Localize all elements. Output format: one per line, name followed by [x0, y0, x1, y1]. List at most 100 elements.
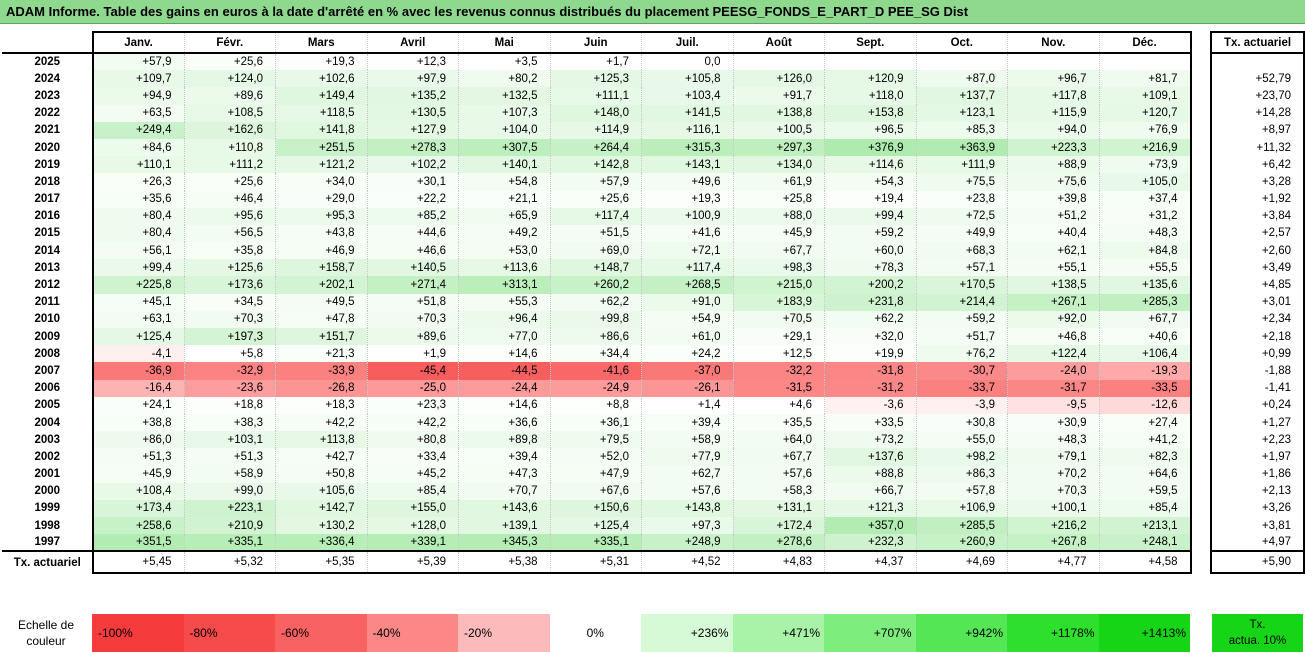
- gain-cell: +121,2: [275, 156, 367, 174]
- gain-cell: +25,6: [183, 53, 276, 71]
- month-header: Sept.: [824, 31, 916, 54]
- year-cell: 2024: [2, 70, 93, 88]
- gain-cell: +97,3: [641, 517, 733, 535]
- table-header-row: Janv. Févr. Mars Avril Mai Juin Juil. Août Sept.…: [2, 31, 1192, 54]
- gain-cell: +1,7: [549, 53, 642, 71]
- gain-cell: +67,7: [1098, 310, 1192, 328]
- gain-cell: +120,7: [1098, 104, 1192, 122]
- month-header: Avril: [366, 31, 459, 54]
- gain-cell: +106,9: [915, 499, 1008, 518]
- table-row: 2000 +108,4 +99,0 +105,6 +85,4 +70,7 +67,6 +57,…: [2, 482, 1192, 500]
- gain-cell: +55,1: [1007, 259, 1099, 277]
- year-cell: 1998: [2, 517, 93, 535]
- gain-cell: +130,5: [366, 104, 459, 122]
- gain-cell: -4,1: [91, 345, 184, 363]
- gain-cell: +70,3: [366, 310, 459, 328]
- gain-cell: +128,0: [366, 517, 459, 535]
- month-header: Mai: [458, 31, 550, 54]
- gain-cell: +77,9: [641, 448, 733, 466]
- gain-cell: +111,2: [183, 156, 276, 174]
- gain-cell: -19,3: [1098, 362, 1192, 380]
- table-row: +3,81: [1210, 517, 1305, 535]
- gain-cell: +62,7: [641, 465, 733, 483]
- gain-cell: +55,3: [458, 293, 550, 311]
- gain-cell: -41,6: [549, 362, 642, 380]
- gain-cell: +70,5: [732, 310, 825, 328]
- table-row: +11,32: [1210, 138, 1305, 157]
- gain-cell: +59,2: [915, 310, 1008, 328]
- gains-table: Janv. Févr. Mars Avril Mai Juin Juil. Août Sept.…: [2, 31, 1192, 575]
- gain-cell: +173,4: [91, 499, 184, 518]
- gain-cell: +105,8: [641, 70, 733, 88]
- annual-rate-cell: +3,49: [1210, 259, 1305, 277]
- year-cell: 2011: [2, 293, 93, 311]
- gain-cell: +113,8: [275, 431, 367, 449]
- table-row: -1,88: [1210, 362, 1305, 380]
- gain-cell: +258,6: [91, 517, 184, 535]
- annual-rate-header: Tx. actuariel: [1210, 31, 1305, 54]
- color-scale-cell: 0%: [549, 614, 641, 652]
- gain-cell: +264,4: [549, 138, 642, 157]
- gain-cell: +339,1: [366, 534, 459, 552]
- gain-cell: +216,9: [1098, 138, 1192, 157]
- gain-cell: +143,6: [458, 499, 550, 518]
- table-row: 2003 +86,0 +103,1 +113,8 +80,8 +89,8 +79,5 +58,…: [2, 431, 1192, 449]
- gain-cell: +80,2: [458, 70, 550, 88]
- gain-cell: -26,1: [641, 379, 733, 397]
- gain-cell: +232,3: [824, 534, 916, 552]
- gain-cell: +91,0: [641, 293, 733, 311]
- annual-rate-cell: [1210, 53, 1305, 71]
- gain-cell: -32,9: [183, 362, 276, 380]
- month-header: Juil.: [641, 31, 733, 54]
- year-cell: 2006: [2, 379, 93, 397]
- gain-cell: +278,3: [366, 138, 459, 157]
- gain-cell: +357,0: [824, 517, 916, 535]
- gain-cell: +138,8: [732, 104, 825, 122]
- gain-cell: +79,1: [1007, 448, 1099, 466]
- gain-cell: +215,0: [732, 276, 825, 294]
- gain-cell: +251,5: [275, 138, 367, 157]
- rate-summary-row: +5,90: [1210, 550, 1305, 575]
- gain-cell: +153,8: [824, 104, 916, 122]
- gain-cell: -23,6: [183, 379, 276, 397]
- gain-cell: +76,2: [915, 345, 1008, 363]
- year-cell: 2018: [2, 173, 93, 191]
- gain-cell: +46,4: [183, 190, 276, 208]
- year-cell: 2020: [2, 138, 93, 157]
- gain-cell: +49,5: [275, 293, 367, 311]
- gain-cell: +59,2: [824, 224, 916, 243]
- gain-cell: +140,5: [366, 259, 459, 277]
- gain-cell: +3,5: [458, 53, 550, 71]
- annual-rate-cell: +2,18: [1210, 328, 1305, 346]
- annual-rate-cell: -1,41: [1210, 379, 1305, 397]
- gain-cell: -36,9: [91, 362, 184, 380]
- monthly-rate-cell: +5,38: [458, 550, 550, 575]
- gain-cell: +315,3: [641, 138, 733, 157]
- year-cell: 2007: [2, 362, 93, 380]
- table-row: +3,28: [1210, 173, 1305, 191]
- gain-cell: +137,6: [824, 448, 916, 466]
- gain-cell: +109,1: [1098, 87, 1192, 105]
- gain-cell: +14,6: [458, 396, 550, 414]
- gain-cell: +139,1: [458, 517, 550, 535]
- gain-cell: +116,1: [641, 121, 733, 139]
- gain-cell: +72,1: [641, 242, 733, 260]
- gain-cell: [915, 53, 1008, 71]
- table-row: 2025 +57,9 +25,6 +19,3 +12,3 +3,5 +1,7 0,0: [2, 53, 1192, 71]
- gain-cell: +64,6: [1098, 465, 1192, 483]
- gain-cell: +60,0: [824, 242, 916, 260]
- annual-rate-cell: +1,27: [1210, 413, 1305, 432]
- gain-cell: +231,8: [824, 293, 916, 311]
- monthly-rate-cell: +5,45: [91, 550, 184, 575]
- color-scale-cell: +942%: [915, 614, 1007, 652]
- gain-cell: +118,5: [275, 104, 367, 122]
- table-row: 2015 +80,4 +56,5 +43,8 +44,6 +49,2 +51,5 +41,6 +…: [2, 224, 1192, 243]
- gain-cell: +200,2: [824, 276, 916, 294]
- gain-cell: +132,5: [458, 87, 550, 105]
- table-row: 2024 +109,7 +124,0 +102,6 +97,9 +80,2 +125,3 +1…: [2, 70, 1192, 88]
- gain-cell: +25,6: [549, 190, 642, 208]
- gain-cell: +84,8: [1098, 242, 1192, 260]
- gain-cell: +99,0: [183, 482, 276, 500]
- gain-cell: +141,8: [275, 121, 367, 139]
- gain-cell: -12,6: [1098, 396, 1192, 414]
